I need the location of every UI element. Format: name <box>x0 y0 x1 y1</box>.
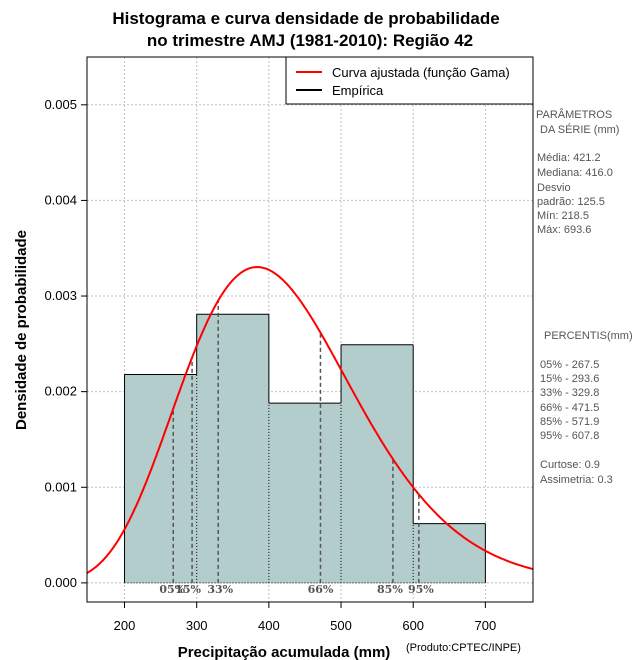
percentile-label-05: 05% <box>159 583 185 596</box>
histogram-bar <box>341 344 414 583</box>
x-tick-label: 200 <box>114 618 136 633</box>
x-tick-label: 700 <box>475 618 497 633</box>
param-mean: Média: 421.2 <box>537 152 601 164</box>
y-axis-label: Densidade de probabilidade <box>13 230 30 430</box>
y-tick-label: 0.000 <box>44 575 77 590</box>
series-parameters-panel: PARÂMETROS DA SÉRIE (mm) Média: 421.2 Me… <box>536 108 633 486</box>
legend: Curva ajustada (função Gama) Empírica <box>285 56 534 105</box>
chart-title-line-2: no trimestre AMJ (1981-2010): Região 42 <box>147 31 473 50</box>
percentile-label-95: 95% <box>408 583 434 596</box>
legend-label-fitted: Curva ajustada (função Gama) <box>332 65 510 80</box>
x-tick-label: 500 <box>330 618 352 633</box>
x-axis-label: Precipitação acumulada (mm) <box>178 644 391 660</box>
param-sd-value: padrão: 125.5 <box>537 196 605 208</box>
histogram-bar <box>196 314 269 583</box>
percentil-33: 33% - 329.8 <box>540 387 599 399</box>
percentil-05: 05% - 267.5 <box>540 359 599 371</box>
y-tick-label: 0.004 <box>44 192 77 207</box>
x-axis-ticks: 200 300 400 500 600 700 <box>114 602 497 633</box>
stat-skewness: Assimetria: 0.3 <box>540 474 613 486</box>
x-tick-label: 300 <box>186 618 208 633</box>
fitted-gamma-curve <box>86 265 534 574</box>
percentile-labels: 05%15% 33% 66% 85% 95% <box>159 583 434 596</box>
percentil-15: 15% - 293.6 <box>540 373 599 385</box>
histogram-bar <box>268 403 342 583</box>
percentil-66: 66% - 471.5 <box>540 402 599 414</box>
percentile-label-66: 66% <box>308 583 334 596</box>
percentis-title: PERCENTIS(mm) <box>544 330 633 342</box>
y-tick-label: 0.003 <box>44 288 77 303</box>
percentil-85: 85% - 571.9 <box>540 416 599 428</box>
x-tick-label: 400 <box>258 618 280 633</box>
chart-title-line-1: Histograma e curva densidade de probabil… <box>112 9 499 28</box>
params-title-line-1: PARÂMETROS <box>536 108 612 121</box>
histogram-bar <box>124 374 197 583</box>
param-min: Mín: 218.5 <box>537 210 589 222</box>
params-title-line-2: DA SÉRIE (mm) <box>540 123 619 136</box>
param-sd-label: Desvio <box>537 182 571 194</box>
percentil-95: 95% - 607.8 <box>540 430 599 442</box>
histogram-bars <box>124 313 486 584</box>
percentile-label-33: 33% <box>207 583 233 596</box>
chart-title: Histograma e curva densidade de probabil… <box>112 9 499 50</box>
legend-box <box>285 56 534 105</box>
y-axis-ticks: 0.000 0.001 0.002 0.003 0.004 0.005 <box>44 97 87 590</box>
y-tick-label: 0.005 <box>44 97 77 112</box>
percentile-label-15: 15% <box>175 583 201 596</box>
credit-text: (Produto:CPTEC/INPE) <box>406 642 521 654</box>
stat-kurtosis: Curtose: 0.9 <box>540 459 600 471</box>
y-tick-label: 0.001 <box>44 479 77 494</box>
legend-label-empirical: Empírica <box>332 83 384 98</box>
param-max: Máx: 693.6 <box>537 224 591 236</box>
param-median: Mediana: 416.0 <box>537 167 613 179</box>
y-tick-label: 0.002 <box>44 384 77 399</box>
histogram-bar <box>413 523 486 583</box>
percentile-lines <box>172 300 420 583</box>
percentile-label-85: 85% <box>377 583 403 596</box>
x-tick-label: 600 <box>402 618 424 633</box>
